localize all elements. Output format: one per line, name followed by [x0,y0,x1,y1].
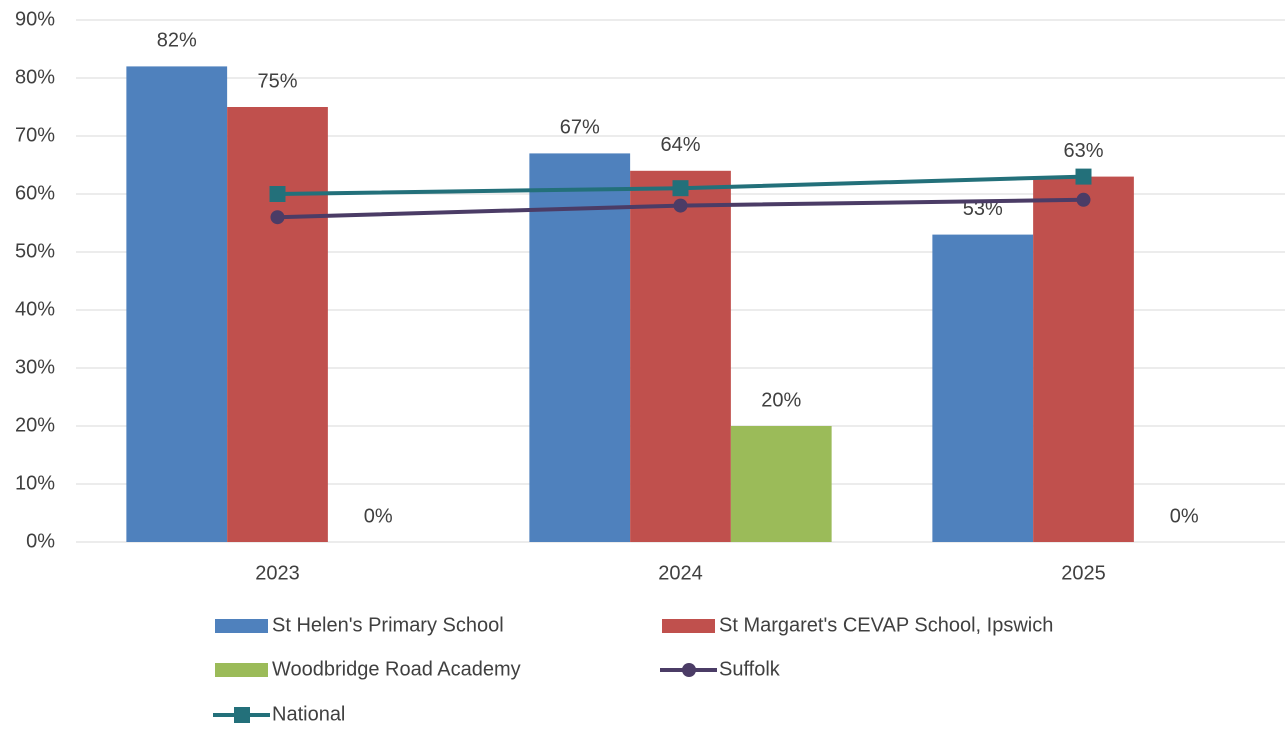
data-label: 82% [157,30,197,52]
y-tick-label: 40% [15,298,55,320]
data-label: 67% [560,117,600,139]
data-label: 20% [761,389,801,411]
y-tick-label: 70% [15,124,55,146]
marker [270,210,285,225]
y-tick-label: 0% [26,530,55,552]
y-tick-label: 90% [15,8,55,30]
y-tick-label: 30% [15,356,55,378]
legend-label: Suffolk [719,658,781,680]
marker [269,186,286,202]
bar [932,234,1034,542]
marker [673,198,688,213]
x-tick-label: 2024 [658,562,703,584]
y-tick-label: 20% [15,414,55,436]
y-tick-label: 50% [15,240,55,262]
data-label: 64% [660,134,700,156]
x-tick-label: 2023 [255,562,300,584]
bar [630,170,731,543]
data-label: 0% [1170,505,1199,527]
legend-label: St Margaret's CEVAP School, Ipswich [719,614,1053,636]
legend-label: National [272,703,345,725]
legend-marker [682,663,696,677]
data-label: 63% [1063,140,1103,162]
y-tick-label: 10% [15,472,55,494]
bar [1033,176,1134,542]
bar [227,107,328,542]
x-tick-label: 2025 [1061,562,1106,584]
legend-label: Woodbridge Road Academy [272,658,521,680]
legend-label: St Helen's Primary School [272,614,504,636]
data-label: 75% [257,70,297,92]
bar [529,153,631,542]
marker [1075,168,1092,185]
marker [672,180,689,197]
marker [1076,192,1091,207]
bar [730,426,832,542]
y-tick-label: 60% [15,182,55,204]
y-tick-label: 80% [15,66,55,88]
legend-marker [234,707,250,723]
bar [126,66,228,543]
legend-swatch [215,663,268,677]
legend-swatch [662,619,715,633]
legend-swatch [215,619,268,633]
data-label: 0% [364,505,393,527]
